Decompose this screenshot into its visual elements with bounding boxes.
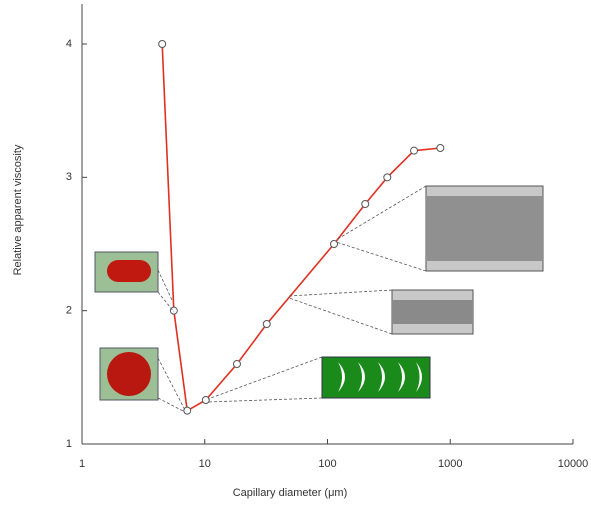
point <box>158 40 167 48</box>
point <box>169 306 178 315</box>
point <box>410 146 419 155</box>
insets <box>94 185 544 413</box>
x-tick-label: 100 <box>318 458 336 470</box>
point <box>183 406 192 415</box>
line <box>161 43 441 412</box>
y-tick-label: 4 <box>66 38 72 50</box>
x-tick-label: 1 <box>79 458 85 470</box>
point <box>361 200 370 208</box>
tube-core <box>426 196 543 261</box>
point <box>232 360 241 368</box>
y-tick-label: 1 <box>66 438 72 450</box>
x-tick-label: 1000 <box>438 458 462 470</box>
point <box>262 320 271 328</box>
red-cell <box>107 352 151 396</box>
point <box>330 240 339 248</box>
x-tick-label: 10 <box>199 458 211 470</box>
point <box>201 396 210 404</box>
x-axis-label: Capillary diameter (μm) <box>233 487 348 499</box>
point <box>436 144 445 152</box>
y-axis-label: Relative apparent viscosity <box>12 144 24 275</box>
leader-lines <box>157 185 427 413</box>
inset-green <box>321 356 431 399</box>
y-tick-label: 3 <box>66 171 72 183</box>
red-cell <box>107 260 151 282</box>
tube-core <box>392 300 473 324</box>
point <box>383 173 392 182</box>
x-tick-label: 10000 <box>558 458 589 470</box>
y-tick-label: 2 <box>66 305 72 317</box>
crescents <box>338 362 422 392</box>
